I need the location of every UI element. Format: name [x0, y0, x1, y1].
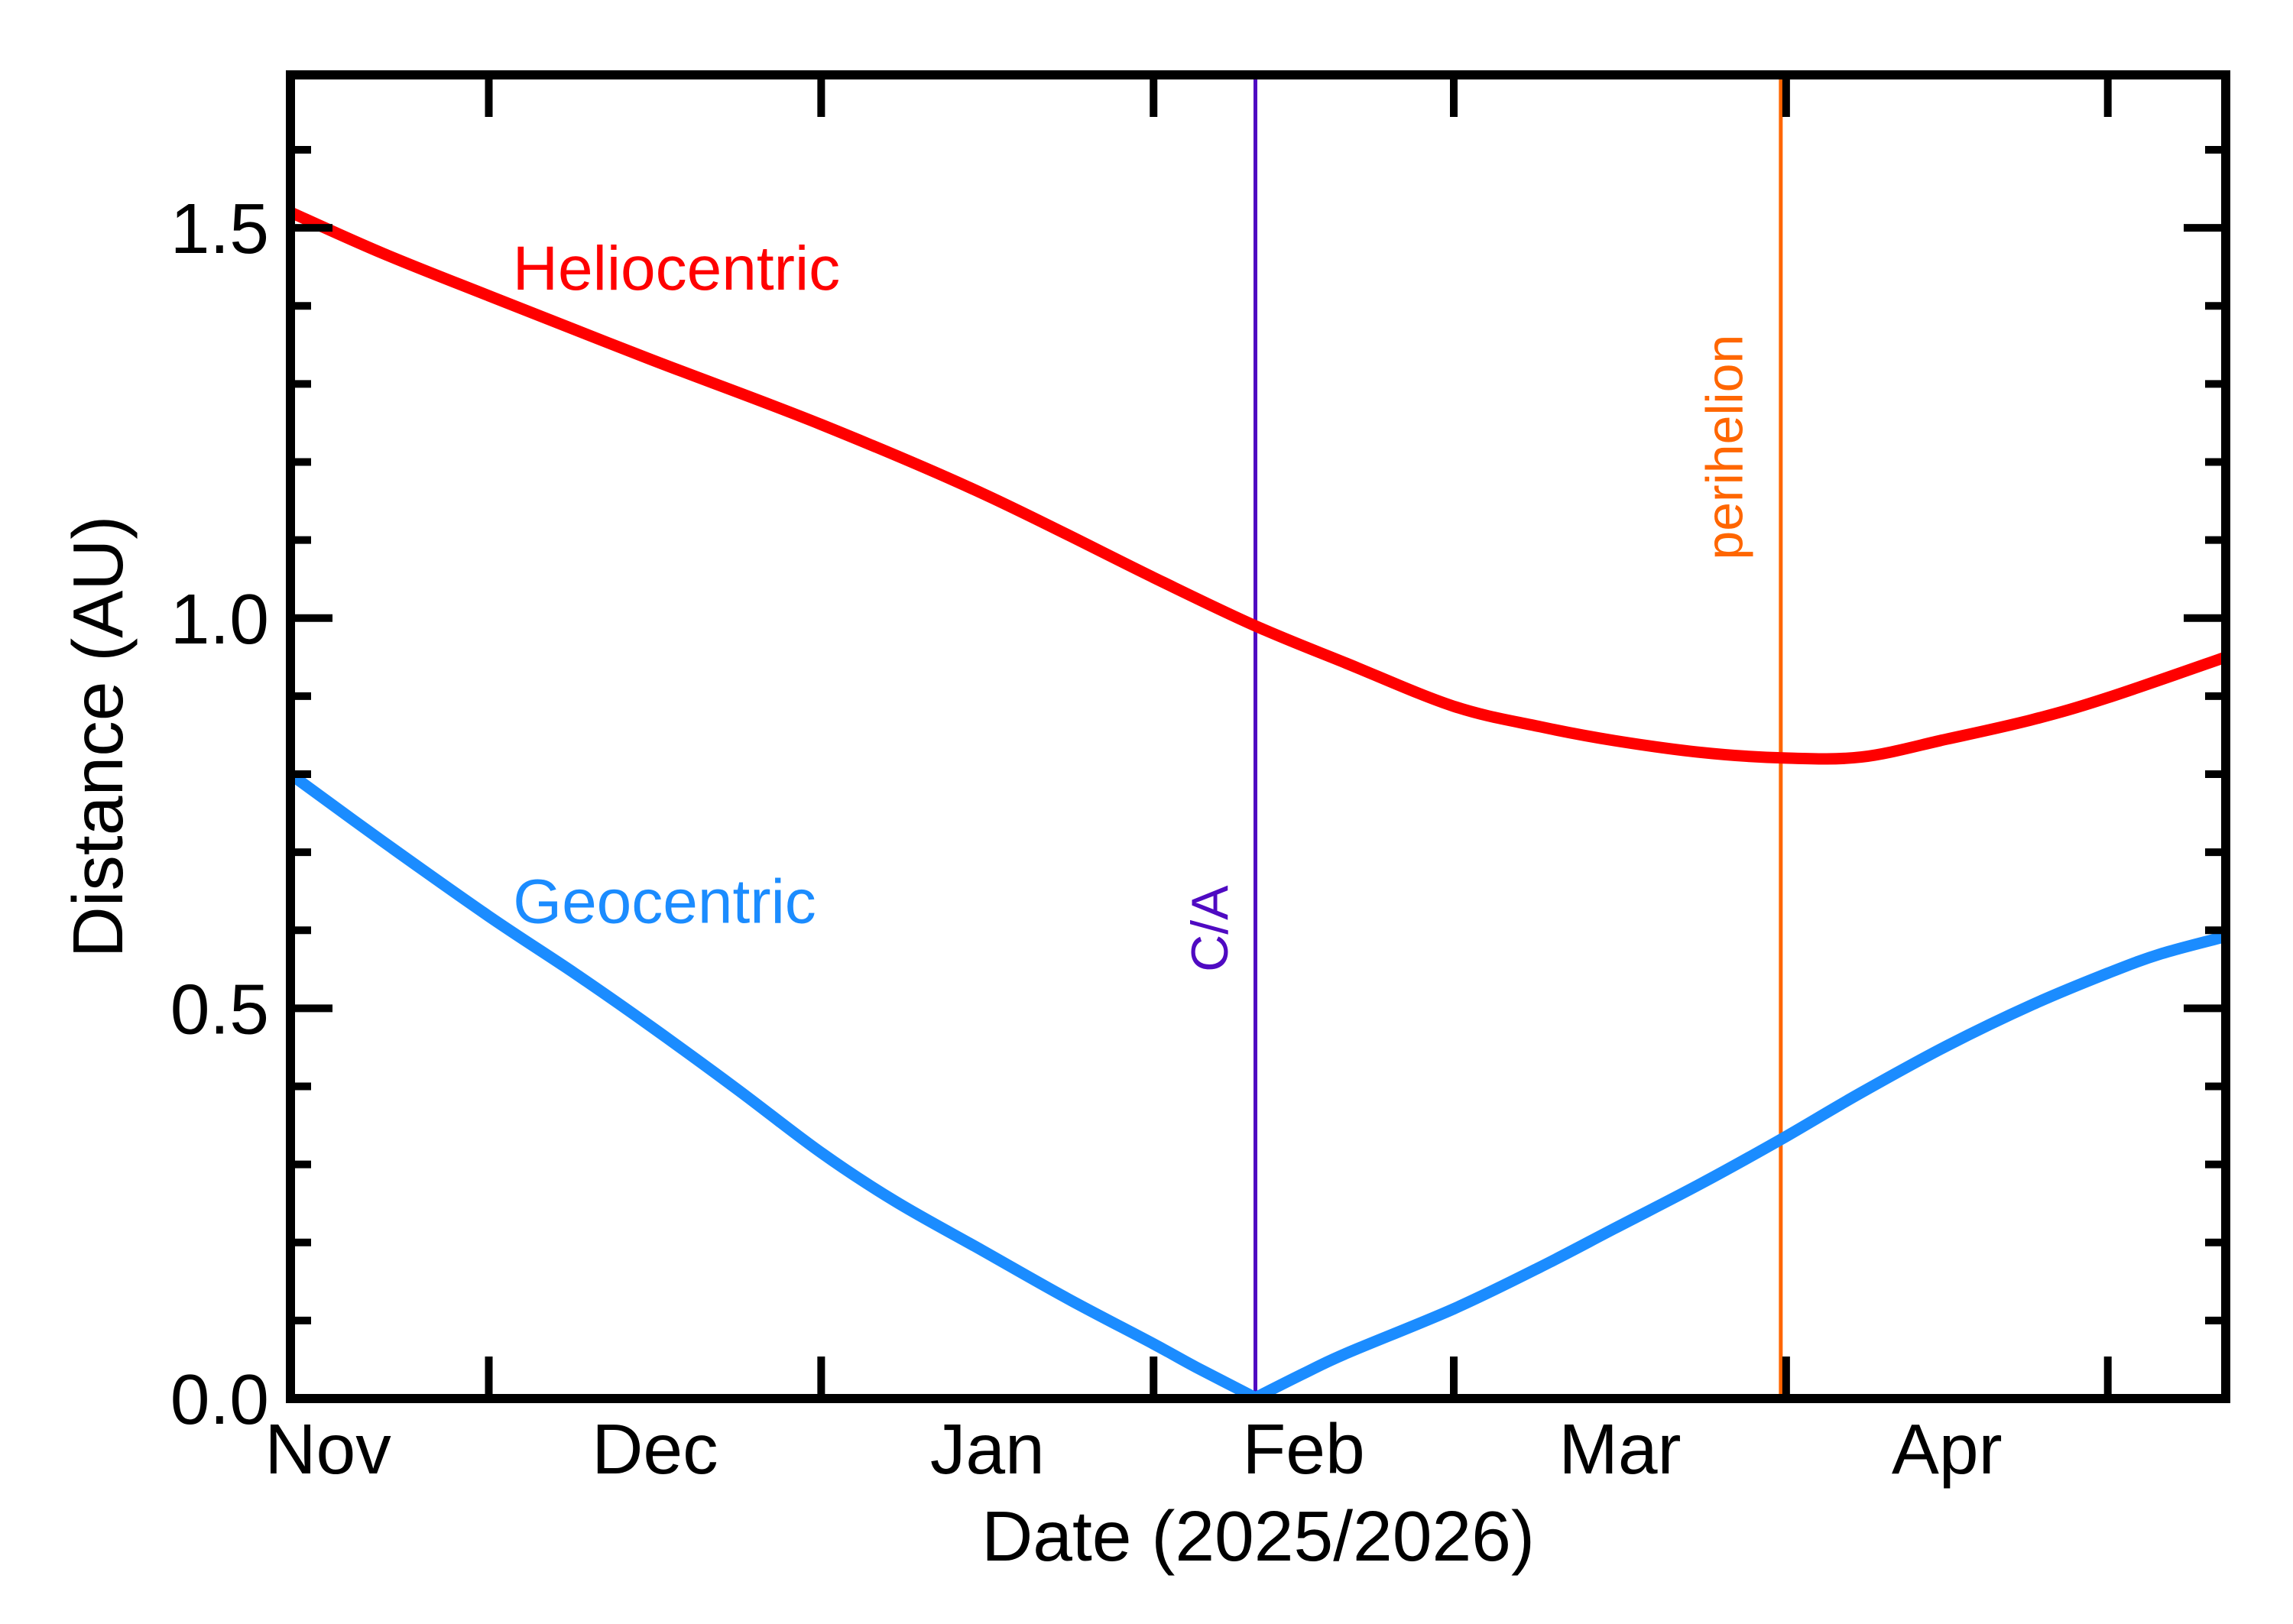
- plot-frame: [286, 70, 2230, 1403]
- heliocentric-curve-label: Heliocentric: [513, 234, 840, 303]
- x-month-label: Mar: [1558, 1409, 1681, 1489]
- ticks-layer: [290, 75, 2226, 1402]
- perihelion-event-label: perihelion: [1696, 335, 1754, 560]
- x-axis-title: Date (2025/2026): [981, 1496, 1535, 1576]
- y-tick-label: 0.0: [170, 1360, 269, 1439]
- axes-frame-layer: [286, 70, 2230, 1403]
- geocentric-curve-label: Geocentric: [513, 867, 816, 936]
- heliocentric-curve: [287, 206, 2228, 765]
- y-tick-label: 1.5: [170, 189, 269, 268]
- x-month-label: Dec: [592, 1409, 718, 1489]
- x-month-label: Jan: [930, 1409, 1045, 1489]
- x-month-label: Feb: [1242, 1409, 1364, 1489]
- x-month-label: Nov: [264, 1409, 391, 1489]
- event-lines-layer: [1253, 79, 1783, 1394]
- y-tick-label: 1.0: [170, 579, 269, 659]
- labels-layer: 0.0 0.5 1.0 1.5 Nov Dec Jan Feb Mar Apr Date (2025…: [58, 189, 2003, 1576]
- y-tick-label: 0.5: [170, 969, 269, 1049]
- curves-layer: [287, 206, 2228, 1403]
- x-month-label: Apr: [1892, 1409, 2003, 1489]
- geocentric-curve: [287, 769, 2227, 1403]
- y-axis-title: Distance (AU): [58, 516, 138, 958]
- c-a-event-label: C/A: [1181, 885, 1239, 972]
